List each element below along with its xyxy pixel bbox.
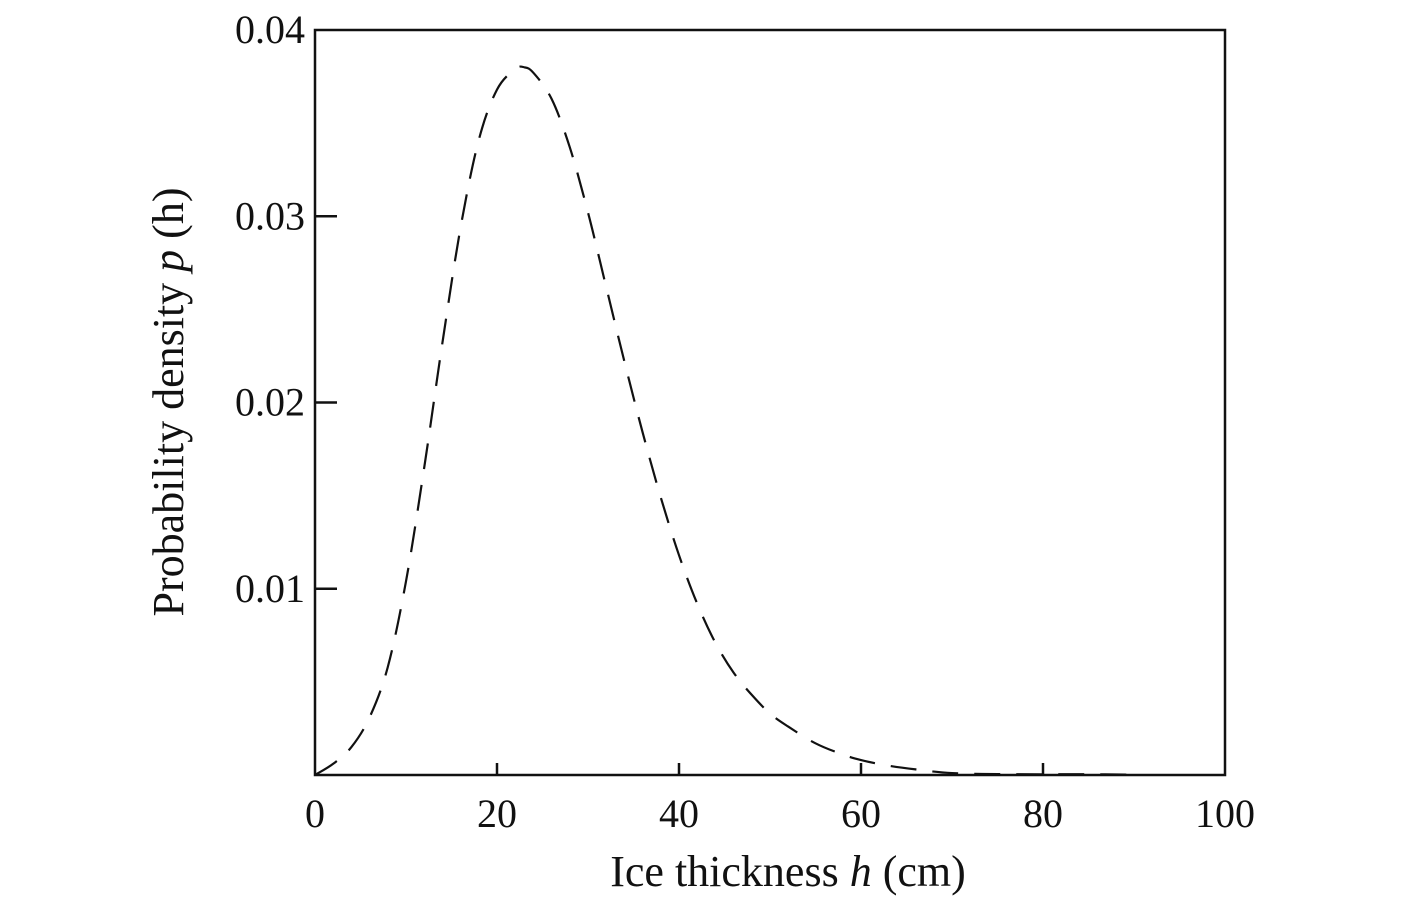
- plot-frame: [313, 28, 1227, 777]
- y-tick-label: 0.03: [235, 193, 305, 238]
- y-tick-label: 0.04: [235, 7, 305, 52]
- x-tick-label: 0: [305, 791, 325, 836]
- y-axis-label: Probability density p (h): [144, 188, 193, 617]
- y-tick-label: 0.02: [235, 380, 305, 425]
- x-tick-label: 40: [659, 791, 699, 836]
- series-curve: [314, 65, 1135, 776]
- x-tick-label: 100: [1195, 791, 1255, 836]
- x-tick-label: 60: [841, 791, 881, 836]
- x-tick-label: 80: [1023, 791, 1063, 836]
- y-axis-ticks: 0.01 0.02 0.03 0.04: [235, 7, 337, 611]
- x-axis-ticks: 0 20 40 60 80 100: [305, 763, 1255, 836]
- x-tick-label: 20: [477, 791, 517, 836]
- y-tick-label: 0.01: [235, 566, 305, 611]
- x-axis-label: Ice thickness h (cm): [610, 847, 966, 896]
